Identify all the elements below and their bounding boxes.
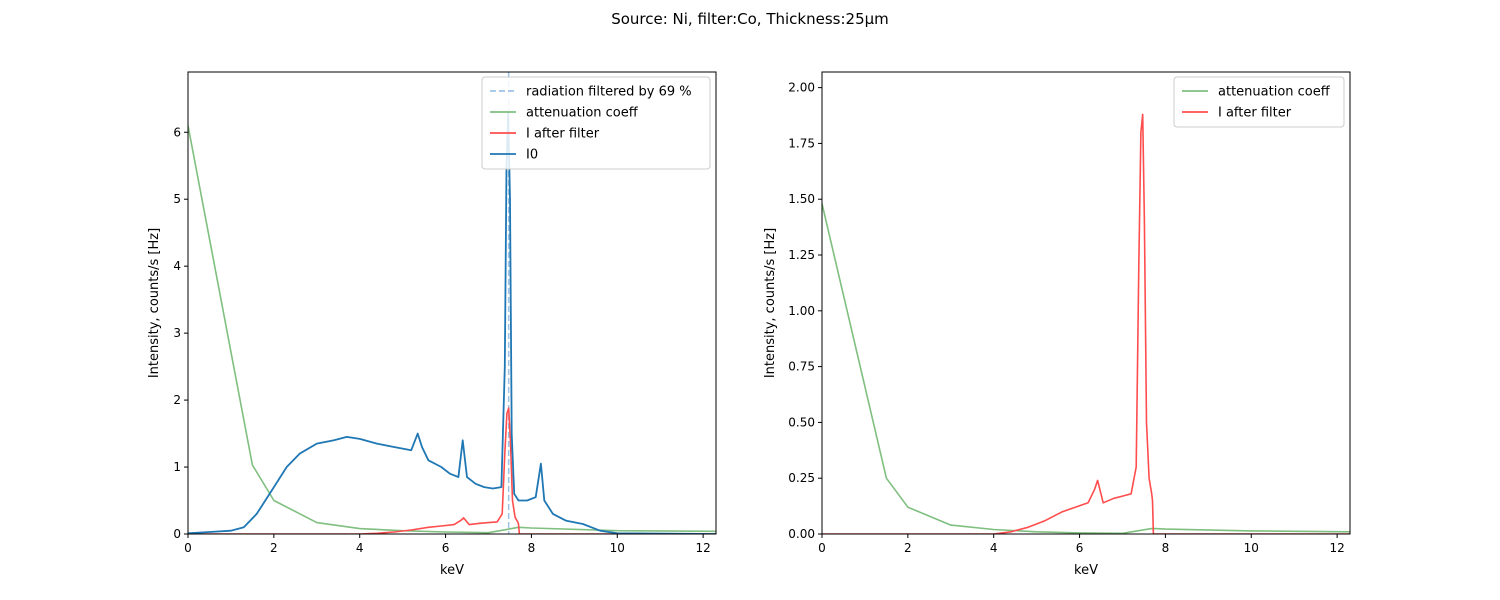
legend-item-radiation-filtered-by-69: radiation filtered by 69 % [490, 85, 692, 100]
legend-label: I after filter [526, 127, 600, 142]
legend-item-i0: I0 [490, 148, 538, 163]
x-tick-label: 12 [1329, 541, 1344, 555]
x-axis-label: keV [440, 563, 464, 578]
legend-label: attenuation coeff [526, 106, 639, 121]
plot-area [822, 113, 1350, 534]
legend-box [1173, 76, 1345, 128]
y-tick-label: 1.75 [788, 136, 815, 150]
series-line-attenuation-coeff [822, 203, 1350, 534]
legend-item-attenuation-coeff: attenuation coeff [490, 106, 639, 121]
x-tick-label: 4 [990, 541, 998, 555]
y-tick-label: 1.25 [788, 248, 815, 262]
legend: attenuation coeff I after filter [1173, 76, 1345, 128]
y-tick-label: 1.50 [788, 192, 815, 206]
legend-box [481, 76, 711, 170]
y-tick-label: 0.50 [788, 415, 815, 429]
x-tick-label: 8 [528, 541, 536, 555]
figure-suptitle: Source: Ni, filter:Co, Thickness:25µm [611, 10, 889, 28]
y-axis-label: Intensity, counts/s [Hz] [763, 228, 778, 378]
y-tick-label: 1.00 [788, 304, 815, 318]
y-tick-label: 4 [173, 259, 181, 273]
legend-item-attenuation-coeff: attenuation coeff [1182, 85, 1331, 100]
legend: radiation filtered by 69 % attenuation co… [481, 76, 711, 170]
y-tick-label: 0 [173, 527, 181, 541]
x-tick-label: 8 [1162, 541, 1170, 555]
x-tick-label: 10 [1244, 541, 1259, 555]
series-line-i0 [188, 111, 716, 534]
axes-frame [821, 71, 1351, 535]
x-tick-label: 6 [1076, 541, 1084, 555]
x-tick-label: 2 [904, 541, 912, 555]
x-tick-label: 10 [610, 541, 625, 555]
y-tick-label: 0.75 [788, 360, 815, 374]
legend-item-i-after-filter: I after filter [1182, 106, 1292, 121]
y-tick-label: 2 [173, 393, 181, 407]
y-tick-label: 1 [173, 460, 181, 474]
legend-item-i-after-filter: I after filter [490, 127, 600, 142]
y-tick-label: 0.00 [788, 527, 815, 541]
y-tick-label: 3 [173, 326, 181, 340]
x-tick-label: 0 [818, 541, 826, 555]
y-tick-label: 2.00 [788, 81, 815, 95]
legend-label: I after filter [1218, 106, 1292, 121]
x-tick-label: 0 [184, 541, 192, 555]
series-line-i-after-filter [822, 113, 1350, 534]
x-tick-label: 4 [356, 541, 364, 555]
x-tick-label: 12 [695, 541, 710, 555]
y-tick-label: 0.25 [788, 471, 815, 485]
legend-label: I0 [526, 148, 538, 163]
x-tick-label: 6 [442, 541, 450, 555]
series-line-i-after-filter [188, 407, 716, 534]
series-line-attenuation-coeff [188, 125, 716, 534]
x-tick-label: 2 [270, 541, 278, 555]
right-plot: 0 2 4 6 8 10 12 0.00 0.25 0.50 0.75 1.00 1.25 1.50 1.7… [763, 71, 1351, 578]
y-tick-label: 6 [173, 125, 181, 139]
legend-label: radiation filtered by 69 % [526, 85, 692, 100]
x-axis-label: keV [1074, 563, 1098, 578]
axes-frame [187, 71, 717, 535]
y-axis-label: Intensity, counts/s [Hz] [147, 228, 162, 378]
legend-label: attenuation coeff [1218, 85, 1331, 100]
y-tick-label: 5 [173, 192, 181, 206]
